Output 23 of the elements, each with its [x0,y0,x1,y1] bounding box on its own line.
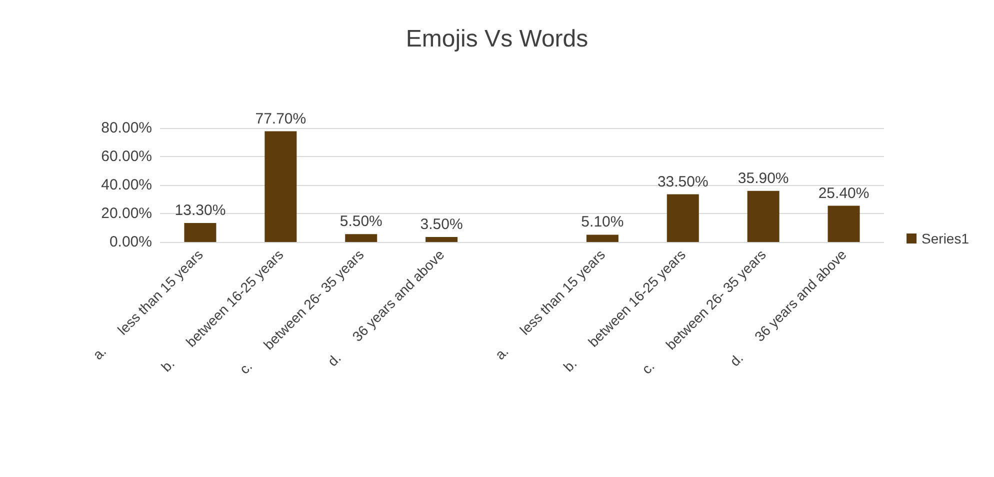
bar [264,131,297,242]
data-label: 3.50% [420,216,463,234]
bar [345,234,378,242]
data-label: 25.40% [818,184,870,202]
bar [184,223,216,242]
data-label: 33.50% [657,173,708,190]
data-label: 77.70% [255,110,306,128]
data-label: 35.90% [738,170,789,187]
bar [747,190,780,242]
bar [828,206,860,242]
y-tick-label: 20.00% [101,205,152,222]
legend-label: Series1 [922,230,970,246]
data-label: 5.50% [340,213,382,230]
bar [586,234,618,242]
y-tick-label: 60.00% [101,148,152,165]
y-tick-label: 0.00% [109,234,152,250]
bar [666,194,699,242]
y-tick-label: 80.00% [101,120,152,136]
bar [426,237,458,242]
y-tick-label: 40.00% [101,176,152,194]
data-label: 5.10% [581,214,624,231]
chart-title: Emojis Vs Words [406,26,588,52]
data-label: 13.30% [174,202,226,220]
